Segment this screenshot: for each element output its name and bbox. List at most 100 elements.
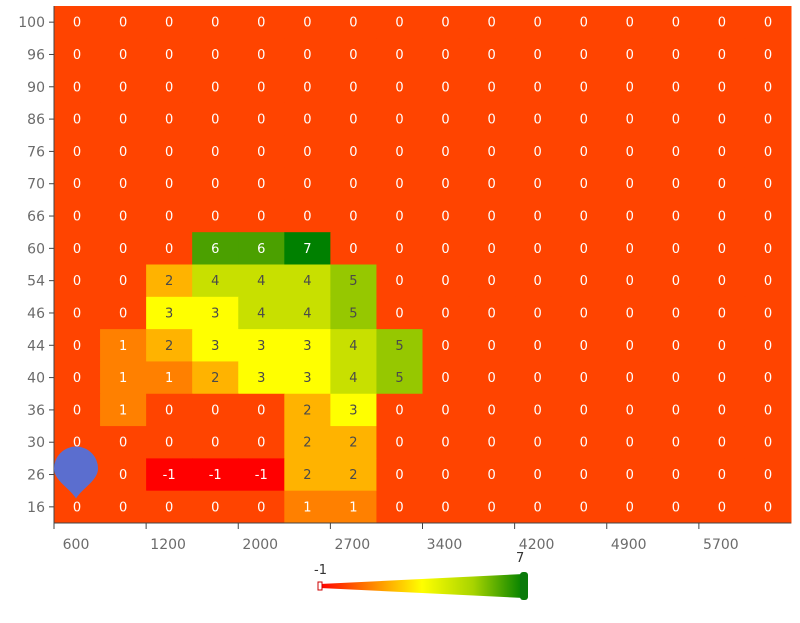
cell-value-label: 0: [441, 80, 449, 95]
heatmap-cell: [238, 393, 285, 427]
heatmap-cell: [100, 167, 147, 201]
cell-value-label: 0: [534, 371, 542, 386]
cell-value-label: 0: [441, 371, 449, 386]
heatmap-cell: [560, 264, 608, 298]
cell-value-label: 0: [626, 16, 634, 31]
cell-value-label: 0: [349, 113, 357, 128]
heatmap-cell: [330, 135, 377, 169]
cell-value-label: 0: [395, 274, 403, 289]
cell-value-label: 0: [672, 16, 680, 31]
cell-value-label: 0: [257, 48, 265, 63]
heatmap-cell: [54, 199, 101, 233]
cell-value-label: 0: [580, 403, 588, 418]
heatmap-cell: [330, 102, 377, 136]
cell-value-label: 0: [487, 500, 495, 515]
heatmap-cell: [514, 490, 562, 524]
cell-value-label: 0: [119, 113, 127, 128]
heatmap-cell: [422, 361, 470, 395]
cell-value-label: 0: [211, 403, 219, 418]
heatmap-cell: [652, 329, 700, 362]
cell-value-label: 0: [764, 145, 772, 160]
heatmap-cell: [744, 102, 792, 136]
heatmap-cell: [54, 6, 101, 39]
heatmap-cell: [652, 167, 700, 201]
cell-value-label: 0: [672, 403, 680, 418]
heatmap-cell: [100, 135, 147, 169]
heatmap-cell: [514, 70, 562, 104]
heatmap-cell: [54, 70, 101, 104]
heatmap-cell: [376, 199, 423, 233]
heatmap-cell: [468, 38, 516, 72]
cell-value-label: 0: [487, 113, 495, 128]
heatmap-cell: [330, 329, 377, 362]
cell-value-label: 0: [534, 306, 542, 321]
x-tick-label: 1200: [150, 537, 186, 553]
cell-value-label: 0: [349, 145, 357, 160]
cell-value-label: 0: [718, 371, 726, 386]
heatmap-cell: [100, 70, 147, 104]
cell-value-label: 0: [119, 468, 127, 483]
cell-value-label: 0: [626, 177, 634, 192]
heatmap-cell: [238, 361, 285, 395]
heatmap-cell: [468, 6, 516, 39]
heatmap-cell: [284, 70, 331, 104]
cell-value-label: 0: [764, 242, 772, 257]
cell-value-label: 0: [119, 274, 127, 289]
heatmap-cell: [54, 38, 101, 72]
cell-value-label: 0: [534, 468, 542, 483]
heatmap-cell: [422, 167, 470, 201]
heatmap-cell: [744, 167, 792, 201]
heatmap-cell: [238, 199, 285, 233]
cell-value-label: 0: [165, 210, 173, 225]
heatmap-cell: [514, 296, 562, 330]
heatmap-cell: [146, 329, 193, 362]
cell-value-label: 0: [395, 210, 403, 225]
cell-value-label: 0: [349, 177, 357, 192]
cell-value-label: 0: [165, 145, 173, 160]
cell-value-label: 0: [718, 242, 726, 257]
heatmap-cell: [146, 199, 193, 233]
cell-value-label: 0: [534, 339, 542, 354]
heatmap-cell: [284, 102, 331, 136]
cell-value-label: 0: [580, 500, 588, 515]
cell-value-label: 0: [257, 500, 265, 515]
heatmap-cell: [192, 38, 239, 72]
legend-max-label: 7: [516, 551, 525, 566]
cell-value-label: 0: [580, 274, 588, 289]
heatmap-cell: [422, 199, 470, 233]
heatmap-cell: [744, 458, 792, 492]
heatmap-cell: [330, 167, 377, 201]
y-tick-label: 54: [27, 274, 45, 290]
cell-value-label: 0: [764, 306, 772, 321]
cell-value-label: 0: [487, 177, 495, 192]
cell-value-label: 0: [626, 371, 634, 386]
heatmap-cell: [606, 361, 654, 395]
x-tick-label: 2700: [335, 537, 371, 553]
cell-value-label: 0: [395, 113, 403, 128]
y-tick-label: 86: [27, 112, 45, 128]
cell-value-label: 5: [395, 371, 403, 386]
cell-value-label: 2: [303, 468, 311, 483]
heatmap-cell: [744, 329, 792, 362]
heatmap-cell: [54, 393, 101, 427]
heatmap-cell: [698, 296, 746, 330]
heatmap-cell: [422, 6, 470, 39]
cell-value-label: 0: [487, 16, 495, 31]
heatmap-cell: [192, 6, 239, 39]
cell-value-label: 0: [441, 16, 449, 31]
heatmap-cell: [192, 70, 239, 104]
heatmap-cell: [744, 426, 792, 459]
cell-value-label: 0: [303, 145, 311, 160]
heatmap-cell: [192, 102, 239, 136]
cell-value-label: 0: [580, 436, 588, 451]
heatmap-cell: [54, 329, 101, 362]
legend-min-label: -1: [314, 563, 327, 578]
heatmap-cell: [606, 135, 654, 169]
cell-value-label: 1: [119, 371, 127, 386]
heatmap-cell: [192, 393, 239, 427]
heatmap-cell: [698, 361, 746, 395]
cell-value-label: 0: [211, 113, 219, 128]
heatmap-cell: [330, 264, 377, 298]
cell-value-label: 0: [626, 48, 634, 63]
